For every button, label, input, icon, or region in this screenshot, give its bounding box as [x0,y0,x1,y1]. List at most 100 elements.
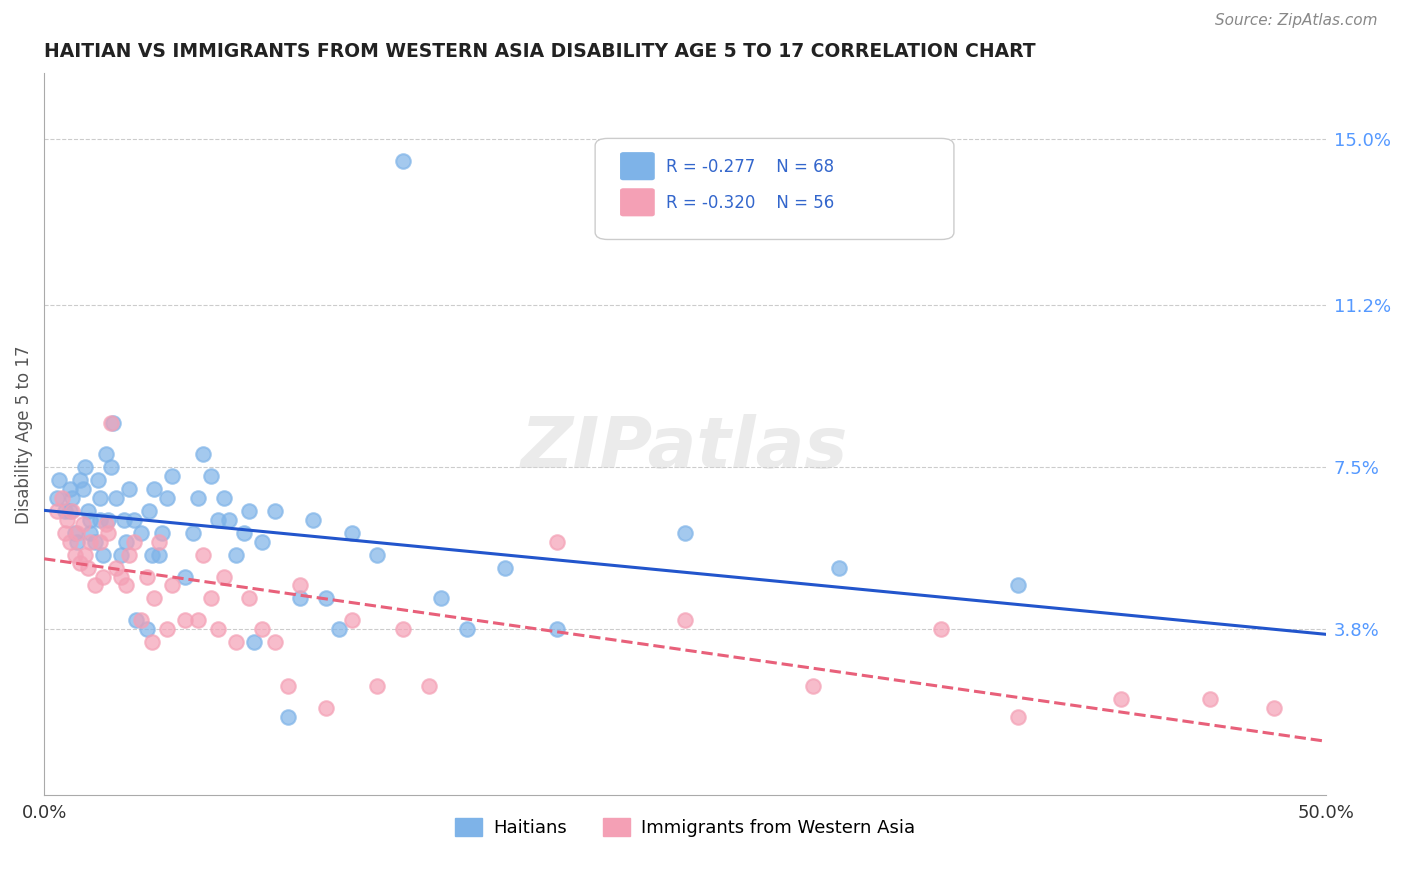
Point [100,417,122,431]
Point [91,569,114,583]
Point [340,525,363,540]
Point [366,548,388,562]
Point [250,534,273,549]
Point [66,525,89,540]
Point [1007,578,1029,592]
Point [212,491,235,505]
Point [141,635,163,649]
Point [392,622,415,636]
Text: R = -0.320    N = 56: R = -0.320 N = 56 [665,194,834,212]
Point [143,591,166,606]
Point [366,679,388,693]
Point [250,622,273,636]
Point [156,622,179,636]
Point [1199,692,1222,706]
Point [72,482,94,496]
Point [238,504,260,518]
Point [89,513,111,527]
Point [277,709,299,723]
Point [187,613,209,627]
Point [801,679,824,693]
Point [148,548,170,562]
Point [59,534,82,549]
Point [69,474,91,488]
Point [100,460,122,475]
Point [135,569,157,583]
Point [76,504,98,518]
Point [174,569,197,583]
Point [76,561,98,575]
Point [225,548,247,562]
Point [79,525,101,540]
Point [125,613,148,627]
Point [122,534,145,549]
FancyBboxPatch shape [621,189,654,216]
Point [392,153,415,168]
FancyBboxPatch shape [621,153,654,179]
Point [546,534,568,549]
Point [315,701,337,715]
Point [1109,692,1132,706]
Text: ZIPatlas: ZIPatlas [522,415,848,483]
Point [94,447,117,461]
Text: R = -0.277    N = 68: R = -0.277 N = 68 [665,158,834,177]
Text: HAITIAN VS IMMIGRANTS FROM WESTERN ASIA DISABILITY AGE 5 TO 17 CORRELATION CHART: HAITIAN VS IMMIGRANTS FROM WESTERN ASIA … [44,42,1036,61]
Point [110,548,132,562]
Point [97,525,120,540]
Point [63,525,86,540]
Point [191,447,214,461]
Point [84,578,107,592]
Point [827,561,849,575]
Point [110,569,132,583]
Point [103,417,125,431]
Point [97,513,120,527]
Point [233,525,256,540]
Point [263,635,285,649]
Point [72,517,94,532]
Point [673,525,696,540]
Point [187,491,209,505]
Point [430,591,453,606]
Point [207,622,229,636]
Point [1263,701,1285,715]
Point [112,513,135,527]
Point [91,548,114,562]
Point [494,561,516,575]
Point [53,504,76,518]
Point [340,613,363,627]
Point [546,622,568,636]
Point [181,525,204,540]
Point [60,491,83,505]
Point [162,469,184,483]
Point [148,534,170,549]
Point [290,591,312,606]
Point [122,513,145,527]
Point [207,513,229,527]
Point [929,622,952,636]
Point [94,517,117,532]
Point [225,635,247,649]
Point [48,474,70,488]
Point [89,534,111,549]
Point [53,525,76,540]
Point [141,548,163,562]
Point [115,578,138,592]
Point [673,613,696,627]
Text: Source: ZipAtlas.com: Source: ZipAtlas.com [1215,13,1378,29]
Point [138,504,160,518]
Y-axis label: Disability Age 5 to 17: Disability Age 5 to 17 [15,345,32,524]
Point [59,504,82,518]
Point [200,591,222,606]
Point [84,534,107,549]
Point [66,534,89,549]
Point [45,504,67,518]
Point [115,534,138,549]
Point [328,622,350,636]
FancyBboxPatch shape [595,138,953,239]
Point [238,591,260,606]
Point [200,469,222,483]
Point [104,491,127,505]
Point [143,482,166,496]
Point [59,482,82,496]
Point [104,561,127,575]
